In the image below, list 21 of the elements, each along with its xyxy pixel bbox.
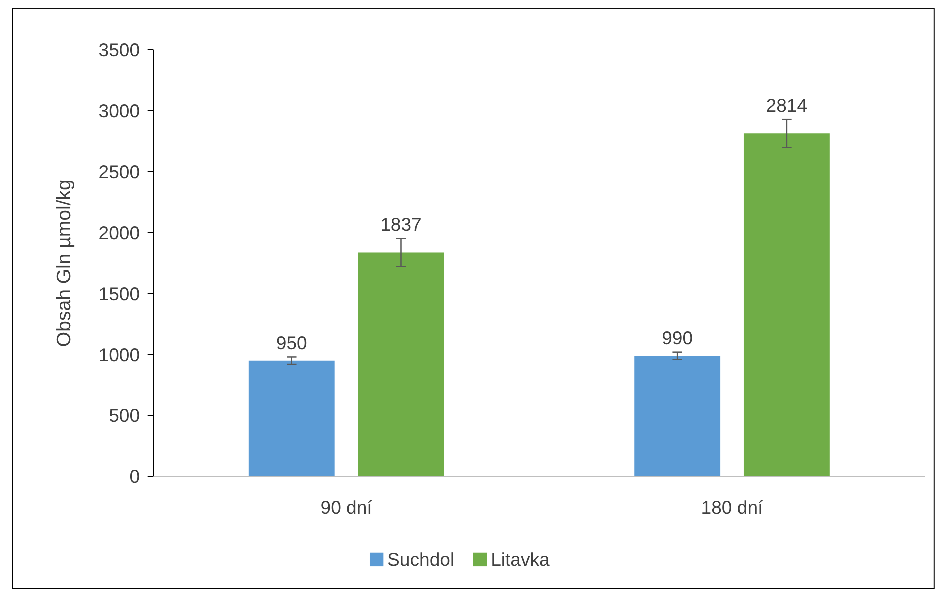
bar xyxy=(744,134,830,477)
legend-label: Litavka xyxy=(491,549,551,570)
y-axis-title: Obsah Gln µmol/kg xyxy=(54,180,76,348)
data-label: 1837 xyxy=(380,214,422,235)
bar xyxy=(634,356,721,477)
y-tick-label: 2500 xyxy=(98,161,140,182)
y-tick-label: 1000 xyxy=(98,344,140,366)
y-tick-label: 3500 xyxy=(98,39,140,60)
y-tick-label: 2000 xyxy=(98,222,140,244)
y-tick-label: 0 xyxy=(130,466,140,488)
data-label: 990 xyxy=(662,328,694,349)
y-tick-label: 1500 xyxy=(98,283,140,304)
bar xyxy=(358,252,444,477)
bar xyxy=(248,360,335,477)
data-label: 2814 xyxy=(766,94,808,116)
x-tick-label: 90 dní xyxy=(320,496,374,518)
y-tick-label: 3000 xyxy=(98,100,140,122)
legend-label: Suchdol xyxy=(388,549,455,570)
x-tick-label: 180 dní xyxy=(701,496,764,518)
y-tick-label: 500 xyxy=(109,405,140,426)
data-label: 950 xyxy=(276,332,308,354)
